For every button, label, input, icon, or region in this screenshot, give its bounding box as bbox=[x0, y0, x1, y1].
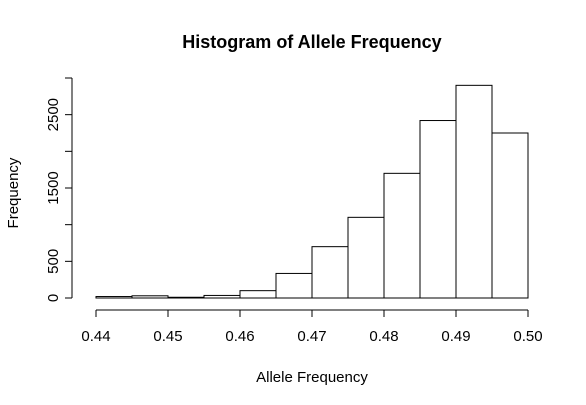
y-axis-label: Frequency bbox=[5, 157, 22, 228]
x-tick-label-4: 0.47 bbox=[297, 328, 326, 345]
histogram-bar-6 bbox=[275, 272, 313, 299]
y-tick-label-2: 500 bbox=[45, 249, 62, 274]
histogram-bar-2 bbox=[131, 295, 169, 299]
y-tick-label-6: 2500 bbox=[45, 98, 62, 131]
histogram-bar-10 bbox=[419, 120, 457, 299]
y-tick-label-4: 1500 bbox=[45, 171, 62, 204]
histogram-bar-12 bbox=[491, 132, 529, 299]
y-axis: 0 500 1500 2500 bbox=[45, 77, 73, 302]
x-tick-label-7: 0.50 bbox=[513, 328, 542, 345]
histogram-bar-5 bbox=[239, 290, 277, 299]
y-tick-label-1: 0 bbox=[45, 294, 62, 302]
x-axis-label: Allele Frequency bbox=[256, 369, 368, 386]
x-axis: 0.44 0.45 0.46 0.47 0.48 0.49 0.50 bbox=[81, 309, 543, 345]
x-tick-label-5: 0.48 bbox=[369, 328, 398, 345]
histogram-bar-9 bbox=[383, 172, 421, 299]
x-tick-label-1: 0.44 bbox=[81, 328, 110, 345]
chart-title: Histogram of Allele Frequency bbox=[182, 32, 441, 52]
x-tick-label-6: 0.49 bbox=[441, 328, 470, 345]
histogram-bar-1 bbox=[95, 296, 133, 299]
x-tick-label-3: 0.46 bbox=[225, 328, 254, 345]
histogram-bar-8 bbox=[347, 216, 385, 299]
histogram-bar-7 bbox=[311, 246, 349, 299]
histogram-bar-11 bbox=[455, 84, 493, 299]
x-tick-label-2: 0.45 bbox=[153, 328, 182, 345]
histogram-bars bbox=[95, 84, 529, 299]
histogram-bar-3 bbox=[167, 296, 205, 299]
histogram-bar-4 bbox=[203, 294, 241, 299]
